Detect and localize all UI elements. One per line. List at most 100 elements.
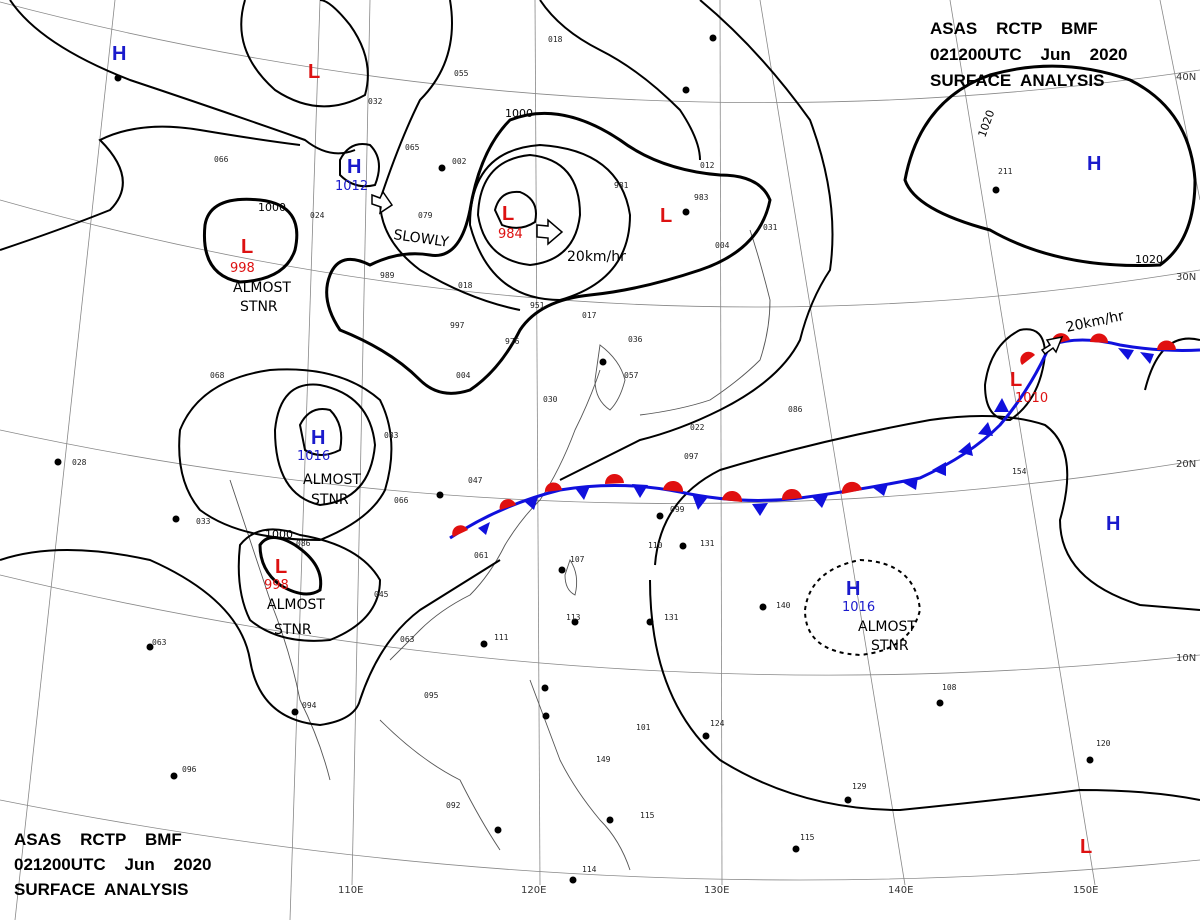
low-center: L: [502, 203, 514, 225]
station-value: 065: [405, 143, 420, 152]
low-center: L: [660, 205, 672, 227]
station-value: 981: [614, 181, 629, 190]
isobar-984-outer: [468, 143, 632, 302]
station-value: 131: [700, 539, 715, 548]
isobar-984-inner1: [493, 190, 537, 229]
isobar-manchuria: [539, 0, 701, 161]
station-value: 096: [182, 765, 197, 774]
cold-front-triangle: [872, 484, 888, 496]
station-value: 211: [998, 167, 1013, 176]
station-value: 012: [700, 161, 715, 170]
station-value: 101: [636, 723, 651, 732]
warm-front-symbols: [452, 333, 1176, 537]
station-value: 983: [694, 193, 709, 202]
station-value: 092: [446, 801, 461, 810]
isobar-label-1000-mid: 1000: [265, 528, 293, 541]
station-value: 004: [715, 241, 730, 250]
high-center: H: [112, 43, 126, 65]
japan-coast: [639, 229, 771, 416]
station-value: 131: [664, 613, 679, 622]
annotations: SLOWLY 20km/hr 20km/hr ALMOST STNR ALMOS…: [233, 227, 1126, 654]
annotation-speed-east: 20km/hr: [1065, 308, 1126, 336]
station-value: 115: [640, 811, 655, 820]
lon-label-140e: 140E: [888, 885, 913, 896]
isobar-1020-east: [903, 64, 1197, 268]
header-line-1: ASAS RCTP BMF: [14, 830, 182, 849]
station-markers: [54, 34, 1094, 884]
station-value: 086: [788, 405, 803, 414]
station-dot: [702, 732, 710, 740]
cold-front-triangle: [1118, 348, 1134, 360]
isobar-1000-main: [325, 111, 772, 395]
low-center: L: [308, 61, 320, 83]
isobar-label-1000-left: 1000: [258, 201, 286, 214]
lon-line-120e: [534, 0, 541, 886]
station-dot: [1086, 756, 1094, 764]
cold-front-triangle: [932, 462, 946, 476]
annotation-stnr-2: STNR: [311, 492, 349, 508]
lat-label-10n: 10N: [1176, 653, 1196, 664]
station-value: 055: [454, 69, 469, 78]
station-dot: [571, 618, 579, 626]
cold-front-triangle: [978, 422, 993, 436]
station-dot: [558, 566, 566, 574]
lat-label-30n: 30N: [1176, 272, 1196, 283]
station-value: 083: [384, 431, 399, 440]
low-center-pressure: 998: [230, 261, 255, 276]
china-coast: [389, 369, 601, 661]
high-center: H: [1106, 513, 1120, 535]
warm-front-semicircle: [1090, 333, 1109, 343]
station-dot: [291, 708, 299, 716]
station-dot: [542, 712, 550, 720]
station-dot: [569, 876, 577, 884]
arrow-20kmhr-east: [1040, 335, 1064, 356]
station-value: 018: [548, 35, 563, 44]
station-value: 124: [710, 719, 725, 728]
station-dot: [599, 358, 607, 366]
station-numbers: 018 055 032 065 002 981 983 012 004 031 …: [72, 35, 1111, 874]
station-value: 111: [494, 633, 509, 642]
station-value: 057: [624, 371, 639, 380]
pressure-centers: H L H 1012 L 998 L 984 L H H 1016 L 998 …: [112, 43, 1120, 858]
cold-front-triangle: [752, 503, 768, 516]
station-value: 031: [763, 223, 778, 232]
taiwan-coast: [564, 558, 578, 596]
station-dot: [844, 796, 852, 804]
lon-label-110e: 110E: [338, 885, 363, 896]
korea-coast: [594, 344, 626, 411]
isobar-north-low: [240, 0, 369, 108]
warm-front-semicircle: [544, 482, 562, 492]
lat-label-20n: 20N: [1176, 459, 1196, 470]
warm-front-semicircle: [452, 525, 468, 537]
high-center: H: [1087, 153, 1101, 175]
isobar-998-low-left: [202, 197, 299, 284]
station-dot: [480, 640, 488, 648]
lon-line-110e: [289, 0, 321, 920]
cold-front-triangle: [812, 495, 828, 508]
station-value: 032: [368, 97, 383, 106]
station-dot: [992, 186, 1000, 194]
isobar-label-1000-main: 1000: [505, 107, 533, 120]
lon-line-140e: [759, 0, 906, 886]
station-dot: [438, 164, 446, 172]
header-line-3: SURFACE ANALYSIS: [14, 880, 188, 899]
station-value: 114: [582, 865, 597, 874]
station-value: 066: [214, 155, 229, 164]
lon-line-100e: [14, 0, 116, 920]
cold-front-triangle: [478, 522, 490, 535]
station-value: 099: [670, 505, 685, 514]
annotation-stnr-1: STNR: [240, 299, 278, 315]
cold-front-triangle: [525, 497, 538, 510]
low-center: L: [1080, 836, 1092, 858]
high-center: H: [311, 427, 325, 449]
isobar-east-large: [559, 0, 834, 481]
station-dot: [606, 816, 614, 824]
cold-front-triangle: [958, 442, 973, 456]
lat-line-40n: [0, 1, 1200, 104]
high-center-pressure: 1016: [842, 600, 875, 615]
lat-line-20n: [0, 429, 1200, 504]
station-value: 063: [400, 635, 415, 644]
low-center-pressure: 1010: [1015, 391, 1048, 406]
warm-front-semicircle: [781, 488, 802, 500]
header-line-1: ASAS RCTP BMF: [930, 19, 1098, 38]
